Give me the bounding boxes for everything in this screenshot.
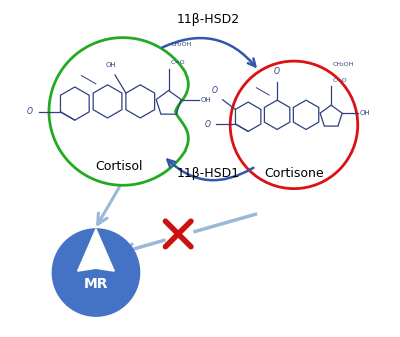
Text: CH₂OH: CH₂OH <box>170 42 192 47</box>
Text: 11β-HSD1: 11β-HSD1 <box>177 167 240 180</box>
Text: OH: OH <box>106 62 117 68</box>
FancyArrowPatch shape <box>168 160 253 180</box>
Text: O: O <box>274 67 280 76</box>
Text: C=O: C=O <box>333 78 347 83</box>
Text: Cortisol: Cortisol <box>96 160 143 173</box>
FancyArrowPatch shape <box>162 38 255 66</box>
Text: Cortisone: Cortisone <box>264 167 324 180</box>
Text: C=O: C=O <box>170 60 185 65</box>
Text: O: O <box>26 108 32 116</box>
Text: O: O <box>205 120 211 128</box>
Text: 11β-HSD2: 11β-HSD2 <box>177 13 240 26</box>
Text: OH: OH <box>360 110 370 116</box>
Text: O: O <box>212 86 218 95</box>
Polygon shape <box>78 229 114 271</box>
Circle shape <box>52 229 140 316</box>
Text: OH: OH <box>201 96 212 102</box>
Text: CH₂OH: CH₂OH <box>333 62 354 67</box>
Text: MR: MR <box>84 277 108 291</box>
